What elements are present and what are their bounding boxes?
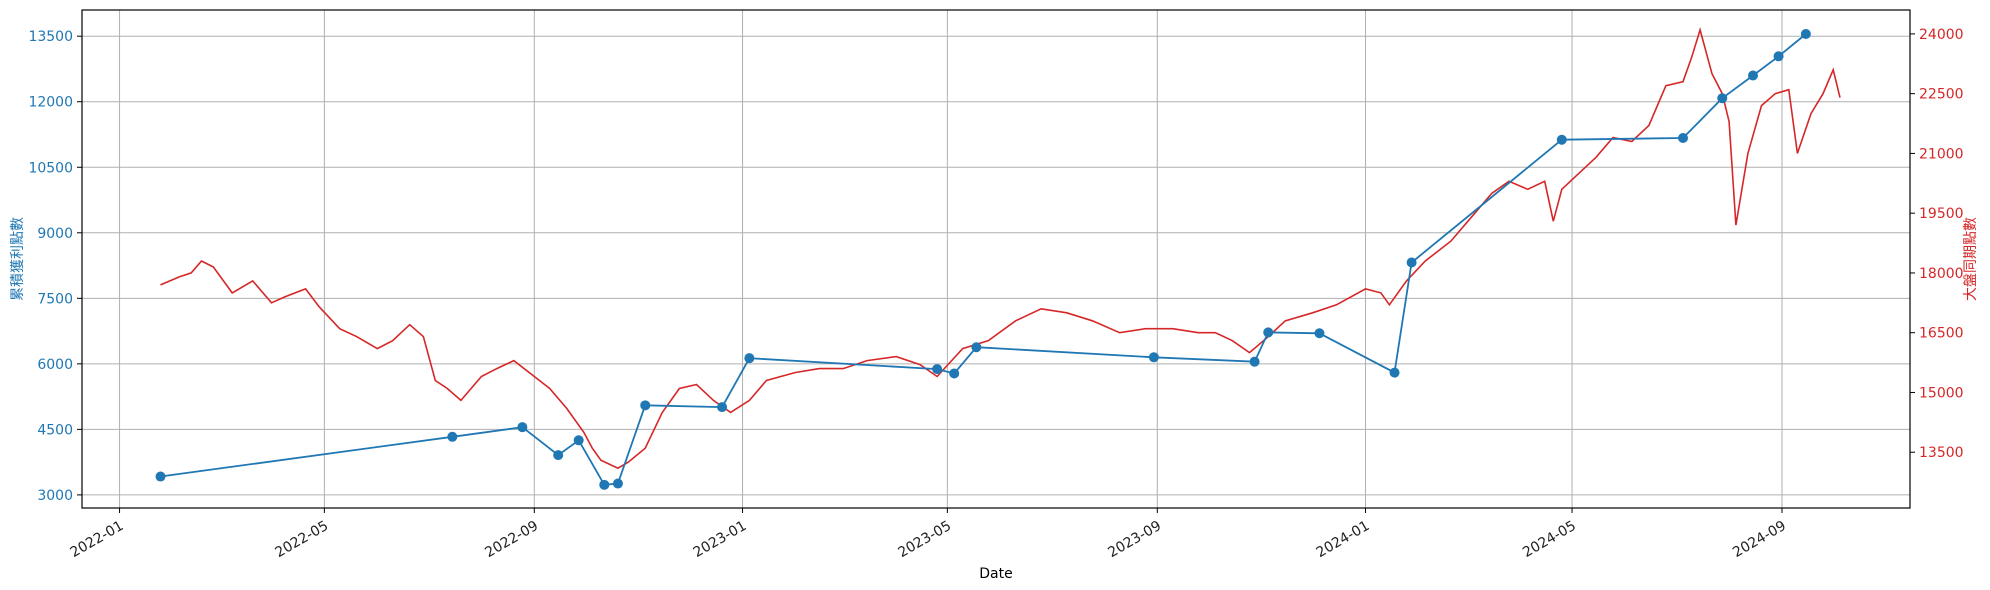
profit-point <box>599 479 610 490</box>
left-axis-ticks: 3000 4500 6000 7500 9000 10500 12000 13500 <box>28 29 82 504</box>
profit-point <box>717 402 728 413</box>
x-tick-label: 2023-01 <box>691 518 750 561</box>
profit-point <box>744 353 755 364</box>
left-axis-label: 累積獲利點數 <box>10 217 26 301</box>
left-tick-label: 13500 <box>28 29 73 45</box>
right-tick-label: 16500 <box>1919 326 1964 342</box>
x-axis-ticks: 2022-01 2022-05 2022-09 2023-01 2023-05 2023-… <box>68 508 1789 561</box>
left-tick-label: 4500 <box>37 422 73 438</box>
profit-point <box>1406 257 1417 268</box>
profit-point <box>553 450 564 461</box>
profit-point <box>640 400 651 411</box>
left-tick-label: 6000 <box>37 357 73 373</box>
x-tick-label: 2022-01 <box>68 518 127 561</box>
x-tick-label: 2023-05 <box>895 518 954 561</box>
right-axis-ticks: 13500 15000 16500 18000 19500 21000 22500 24000 <box>1910 27 1964 461</box>
left-tick-label: 9000 <box>37 226 73 242</box>
right-axis-label: 大盤同期點數 <box>1963 217 1979 301</box>
series-right-market-index <box>160 27 1841 470</box>
left-tick-label: 12000 <box>28 95 73 111</box>
profit-point <box>1389 367 1400 378</box>
profit-point <box>1800 29 1811 40</box>
x-tick-label: 2024-05 <box>1520 518 1579 561</box>
right-tick-label: 24000 <box>1919 27 1964 43</box>
series-left-cumulative-profit <box>155 29 1811 490</box>
profit-point <box>517 422 528 433</box>
right-tick-label: 18000 <box>1919 266 1964 282</box>
left-tick-label: 7500 <box>37 291 73 307</box>
profit-point <box>612 478 623 489</box>
right-tick-label: 21000 <box>1919 146 1964 162</box>
profit-point <box>949 368 960 379</box>
right-tick-label: 13500 <box>1919 445 1964 461</box>
left-tick-label: 3000 <box>37 488 73 504</box>
profit-point <box>1677 132 1688 143</box>
x-tick-label: 2024-09 <box>1730 518 1789 561</box>
profit-point <box>1556 134 1567 145</box>
left-tick-label: 10500 <box>28 160 73 176</box>
profit-point <box>447 431 458 442</box>
profit-point <box>1148 352 1159 363</box>
gridlines <box>82 10 1910 508</box>
profit-point <box>971 342 982 353</box>
profit-point <box>1747 70 1758 81</box>
right-tick-label: 22500 <box>1919 87 1964 103</box>
profit-point <box>1773 51 1784 62</box>
profit-point <box>1249 356 1260 367</box>
profit-point <box>573 435 584 446</box>
x-tick-label: 2023-09 <box>1105 518 1164 561</box>
x-tick-label: 2024-01 <box>1314 518 1373 561</box>
right-tick-label: 19500 <box>1919 206 1964 222</box>
right-tick-label: 15000 <box>1919 385 1964 401</box>
profit-point <box>932 364 943 375</box>
profit-point <box>1314 328 1325 339</box>
profit-point <box>155 471 166 482</box>
x-tick-label: 2022-09 <box>482 518 541 561</box>
x-axis-label: Date <box>979 566 1012 582</box>
x-tick-label: 2022-05 <box>273 518 332 561</box>
profit-point <box>1717 93 1728 104</box>
market-index-line <box>160 27 1841 470</box>
plot-frame <box>81 9 1911 509</box>
profit-point <box>1263 327 1274 338</box>
